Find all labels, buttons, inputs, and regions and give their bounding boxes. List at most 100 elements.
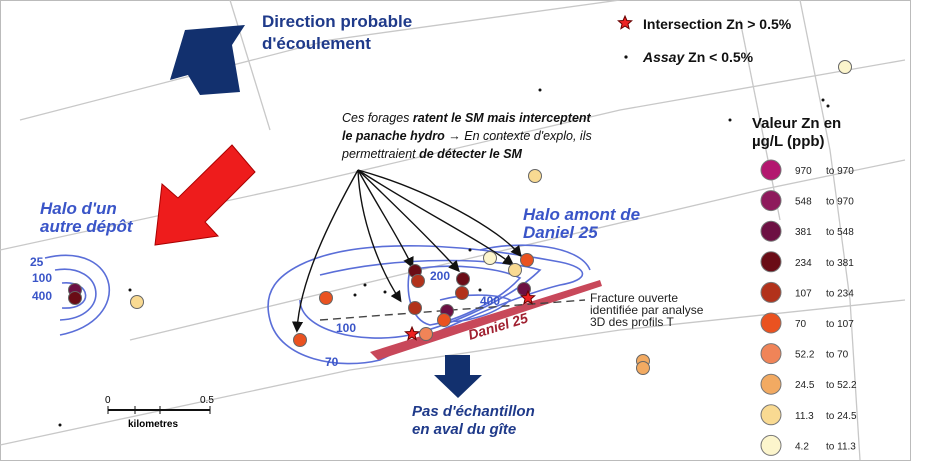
legend-from: 4.2 [795, 441, 809, 452]
symbol-part: Assay [642, 49, 685, 65]
legend-to: to 234 [826, 288, 854, 299]
sample [68, 291, 82, 305]
dot-symbol [624, 55, 628, 59]
legend-swatch [760, 281, 782, 303]
sample [508, 263, 522, 277]
assay [383, 290, 387, 294]
sample [408, 301, 422, 315]
note-part: de détecter le SM [419, 147, 522, 161]
assay [826, 104, 830, 108]
assay [538, 88, 542, 92]
legend-swatch [760, 373, 782, 395]
assay [821, 98, 825, 102]
scale-start: 0 [105, 395, 111, 406]
symbol-label: Intersection Zn > 0.5% [643, 16, 792, 32]
legend-from: 234 [795, 258, 812, 269]
samples [58, 60, 852, 427]
scale-unit: kilometres [128, 419, 178, 430]
sample [456, 272, 470, 286]
legend-to: to 970 [826, 197, 854, 208]
faults [0, 0, 906, 461]
assay [468, 248, 472, 252]
sample [528, 169, 542, 183]
legend-to: to 107 [826, 319, 854, 330]
sample [483, 251, 497, 265]
legend-swatch [760, 343, 782, 365]
star-symbol [617, 14, 633, 30]
note-line: Ces forages ratent le SM mais intercepte… [342, 111, 592, 125]
symbol-part: Zn < 0.5% [684, 49, 753, 65]
legend-to: to 24.5 [826, 411, 857, 422]
no-sample-label: Pas d'échantillon [412, 403, 535, 420]
legend-to: to 70 [826, 350, 849, 361]
fracture-label: Fracture ouverte [590, 291, 678, 305]
legend-swatch [760, 159, 782, 181]
no-sample-label: en aval du gîte [412, 421, 516, 438]
sample [437, 313, 451, 327]
note-part: permettraient [341, 147, 419, 161]
contour-label: 400 [32, 289, 52, 303]
halo-label: Halo amont de [523, 205, 640, 224]
sample [455, 286, 469, 300]
intersection [520, 289, 536, 305]
legend-to: to 52.2 [826, 380, 857, 391]
legend-from: 107 [795, 288, 812, 299]
assay [728, 118, 732, 122]
legend-title: Valeur Zn en [752, 115, 841, 132]
halo-label: Daniel 25 [523, 223, 598, 242]
contour-label: 400 [480, 294, 500, 308]
legend-swatch [760, 434, 782, 456]
note-part: le panache hydro [342, 129, 445, 143]
scale-end: 0.5 [200, 395, 214, 406]
legend-swatch [760, 251, 782, 273]
legend-swatch [760, 190, 782, 212]
symbol-label: Assay Zn < 0.5% [642, 49, 754, 65]
legend-from: 381 [795, 227, 812, 238]
sample [838, 60, 852, 74]
legend-from: 970 [795, 166, 812, 177]
scale-bar: 0 0.5 kilometres [105, 395, 214, 430]
flow-label: d'écoulement [262, 34, 371, 53]
fracture-label: 3D des profils T [590, 315, 674, 329]
note-part: ratent le SM mais interceptent [413, 111, 592, 125]
sample [411, 274, 425, 288]
legend-from: 70 [795, 319, 807, 330]
assay [478, 288, 482, 292]
assay [58, 423, 62, 427]
contour-label: 100 [32, 271, 52, 285]
legend-from: 11.3 [795, 411, 814, 422]
sample [130, 295, 144, 309]
legend-swatch [760, 220, 782, 242]
legend-from: 24.5 [795, 380, 815, 391]
legend-to: to 970 [826, 166, 854, 177]
legend-swatch [760, 312, 782, 334]
intersection [404, 325, 420, 341]
note-line: le panache hydro → En contexte d'explo, … [342, 129, 592, 143]
down-arrow [434, 355, 482, 398]
sample [520, 253, 534, 267]
flow-arrow [170, 25, 245, 95]
assay [128, 288, 132, 292]
halo-label: Halo d'un [40, 199, 117, 218]
assay [353, 293, 357, 297]
legend-from: 52.2 [795, 350, 815, 361]
note-line: permettraient de détecter le SM [341, 147, 523, 161]
sample [293, 333, 307, 347]
note-part: → En contexte d'explo, ils [445, 129, 592, 143]
legend-swatch [760, 404, 782, 426]
sample [319, 291, 333, 305]
assay [363, 283, 367, 287]
legend-to: to 548 [826, 227, 854, 238]
contour-label: 200 [430, 269, 450, 283]
sample [419, 327, 433, 341]
legend-title: µg/L (ppb) [752, 133, 825, 150]
drill-arrows [291, 169, 522, 333]
note-part: Ces forages [342, 111, 413, 125]
contour-label: 70 [325, 355, 339, 369]
red-arrow [154, 144, 256, 246]
flow-label: Direction probable [262, 12, 412, 31]
sample [636, 361, 650, 375]
legend-from: 548 [795, 197, 812, 208]
legend-to: to 381 [826, 258, 854, 269]
